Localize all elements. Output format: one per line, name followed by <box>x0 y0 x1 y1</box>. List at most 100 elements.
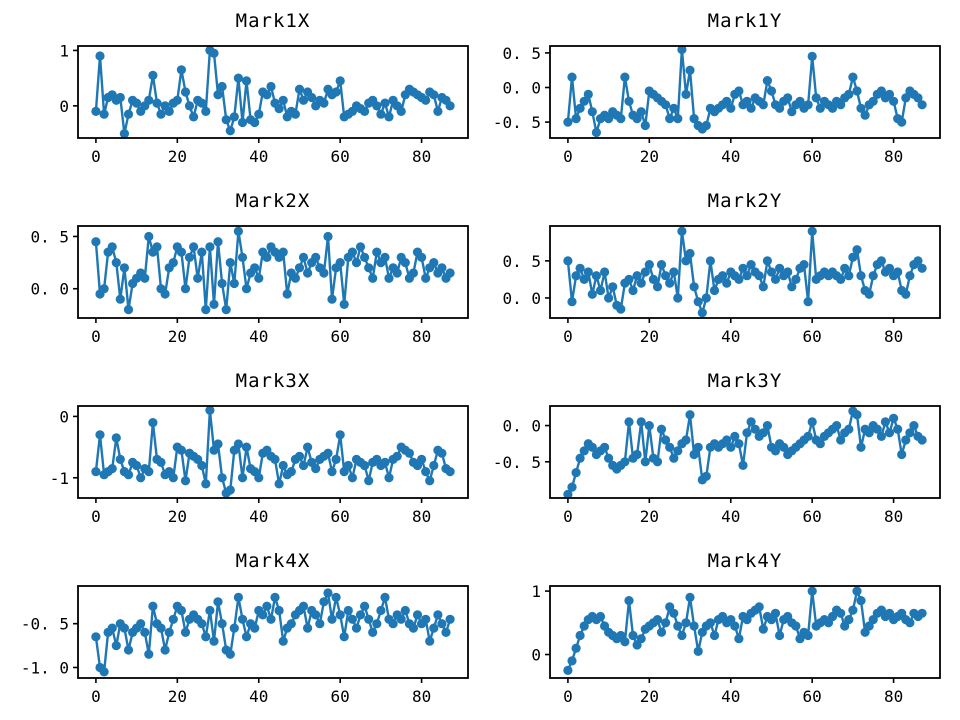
data-marker <box>372 619 382 629</box>
data-marker <box>803 431 813 441</box>
data-marker <box>270 454 280 464</box>
data-marker <box>624 596 634 606</box>
y-tick-label: 0. 5 <box>502 44 541 63</box>
data-marker <box>656 627 667 637</box>
data-marker <box>429 460 439 471</box>
x-tick-label: 40 <box>721 687 740 706</box>
data-marker <box>262 90 272 100</box>
data-marker <box>665 114 675 124</box>
data-marker <box>298 252 309 262</box>
data-marker <box>677 226 687 236</box>
data-marker <box>754 602 764 612</box>
data-marker <box>917 263 927 273</box>
data-marker <box>311 610 321 620</box>
data-marker <box>567 297 577 307</box>
data-marker <box>689 449 699 460</box>
data-marker <box>91 106 101 116</box>
data-marker <box>836 435 846 445</box>
data-marker <box>343 605 353 616</box>
data-marker <box>237 614 248 624</box>
x-tick-label: 80 <box>884 507 903 526</box>
data-marker <box>583 267 593 277</box>
data-marker <box>730 621 740 631</box>
data-marker <box>917 435 927 445</box>
data-marker <box>693 442 703 452</box>
data-marker <box>107 464 117 474</box>
data-marker <box>766 267 777 277</box>
data-marker <box>425 636 435 646</box>
plot-area: 0 20 40 60 80 1 0 <box>59 41 469 166</box>
data-marker <box>775 263 785 273</box>
data-marker <box>429 90 439 100</box>
data-marker <box>567 656 577 666</box>
data-marker <box>339 299 349 309</box>
data-marker <box>437 619 447 629</box>
data-marker <box>807 417 817 427</box>
data-marker <box>217 619 227 629</box>
data-marker <box>421 95 431 105</box>
data-marker <box>294 84 305 94</box>
x-tick-label: 20 <box>640 507 659 526</box>
axes-box <box>549 45 941 139</box>
data-marker <box>213 90 223 100</box>
data-marker <box>709 285 720 296</box>
data-marker <box>250 117 260 128</box>
y-tick-label: 0. 5 <box>30 227 69 246</box>
data-marker <box>237 117 248 128</box>
x-tick-label: 20 <box>168 687 187 706</box>
data-marker <box>294 451 305 461</box>
data-marker <box>563 489 573 498</box>
data-marker <box>726 103 736 113</box>
data-marker <box>905 618 915 628</box>
data-marker <box>909 421 919 431</box>
data-marker <box>184 252 195 262</box>
data-marker <box>254 109 264 119</box>
data-marker <box>262 601 272 611</box>
data-marker <box>404 448 414 458</box>
x-tick-label: 0 <box>563 327 573 346</box>
data-marker <box>595 611 606 622</box>
data-marker <box>372 101 382 111</box>
data-marker <box>734 274 744 284</box>
data-series <box>91 46 455 138</box>
data-marker <box>636 634 646 644</box>
data-marker <box>254 473 264 483</box>
data-marker <box>640 267 650 277</box>
data-marker <box>685 65 695 75</box>
data-marker <box>807 586 817 596</box>
data-marker <box>298 460 309 471</box>
subplot-title: Mark4Y <box>707 550 783 572</box>
data-marker <box>364 614 374 624</box>
data-series <box>563 46 927 138</box>
data-marker <box>726 442 736 452</box>
x-tick-label: 60 <box>331 147 350 166</box>
data-marker <box>250 263 260 273</box>
data-marker <box>852 586 862 596</box>
data-marker <box>844 615 854 625</box>
data-marker <box>197 619 207 629</box>
data-marker <box>201 479 211 489</box>
data-marker <box>148 601 158 611</box>
data-marker <box>758 282 768 292</box>
data-marker <box>604 453 614 463</box>
y-tick-label: -0. 5 <box>493 453 541 472</box>
y-tick-label: 1 <box>531 582 541 601</box>
data-marker <box>807 226 817 236</box>
data-marker <box>221 115 231 125</box>
data-marker <box>616 114 626 124</box>
data-marker <box>722 435 732 445</box>
data-marker <box>661 618 671 628</box>
subplot-title: Mark3Y <box>707 370 783 392</box>
data-marker <box>701 293 711 303</box>
data-marker <box>665 442 675 452</box>
data-marker <box>119 263 129 273</box>
data-marker <box>738 460 748 470</box>
data-marker <box>579 96 589 106</box>
data-series <box>91 588 455 677</box>
subplot-mark3y: Mark3Y 0 20 40 60 80 0. 0 -0. 5 <box>472 360 942 540</box>
data-marker <box>172 95 182 105</box>
data-marker <box>624 96 634 106</box>
data-marker <box>844 89 854 99</box>
data-marker <box>591 271 601 281</box>
data-marker <box>608 282 618 292</box>
